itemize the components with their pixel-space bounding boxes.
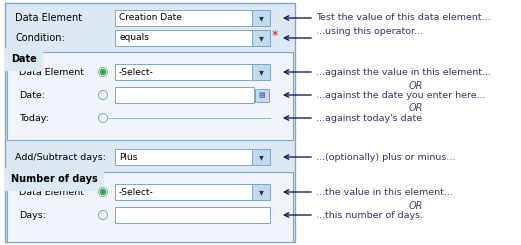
Bar (252, 149, 270, 165)
Text: Data Element: Data Element (15, 13, 82, 23)
Text: Days:: Days: (19, 210, 46, 220)
Text: Creation Date: Creation Date (119, 13, 182, 23)
Text: Plus: Plus (119, 152, 138, 161)
Circle shape (101, 70, 105, 74)
Bar (115, 64, 270, 80)
Text: ▾: ▾ (258, 152, 264, 162)
Text: ▾: ▾ (258, 187, 264, 197)
Text: OR: OR (409, 103, 423, 113)
Text: -Select-: -Select- (119, 187, 154, 196)
Text: ▤: ▤ (259, 92, 265, 98)
Text: Today:: Today: (19, 113, 49, 122)
Text: Condition:: Condition: (15, 33, 65, 43)
Bar (252, 64, 270, 80)
Text: equals: equals (119, 34, 149, 42)
Text: Date: Date (11, 54, 37, 64)
Text: Add/Subtract days:: Add/Subtract days: (15, 152, 106, 161)
Text: ▾: ▾ (258, 33, 264, 43)
Text: Number of days: Number of days (11, 174, 98, 184)
Text: Test the value of this data element...: Test the value of this data element... (316, 13, 491, 23)
Text: -Select-: -Select- (119, 68, 154, 76)
Text: OR: OR (409, 201, 423, 211)
Bar (5, 3, 295, 242)
Text: ▾: ▾ (258, 13, 264, 23)
Text: ▾: ▾ (258, 67, 264, 77)
Text: ...using this operator...: ...using this operator... (316, 27, 423, 37)
Bar (255, 88, 269, 101)
Bar (115, 87, 254, 103)
Text: OR: OR (409, 81, 423, 91)
Bar (252, 184, 270, 200)
Bar (115, 149, 270, 165)
Bar (115, 184, 270, 200)
Bar (115, 207, 270, 223)
Text: ...(optionally) plus or minus...: ...(optionally) plus or minus... (316, 152, 455, 161)
Bar (252, 10, 270, 26)
Text: ...this number of days.: ...this number of days. (316, 210, 423, 220)
Text: ...against the date you enter here...: ...against the date you enter here... (316, 90, 486, 99)
Text: ...the value in this element...: ...the value in this element... (316, 187, 453, 196)
Bar (7, 172, 293, 242)
Text: ...against the value in this element...: ...against the value in this element... (316, 68, 491, 76)
Bar (252, 30, 270, 46)
Circle shape (101, 190, 105, 195)
Text: Data Element: Data Element (19, 187, 84, 196)
Text: *: * (272, 29, 278, 42)
Bar (115, 30, 270, 46)
Text: ...against today's date: ...against today's date (316, 113, 422, 122)
Text: Data Element: Data Element (19, 68, 84, 76)
Bar (7, 52, 293, 140)
Bar (115, 10, 270, 26)
Text: Date:: Date: (19, 90, 45, 99)
